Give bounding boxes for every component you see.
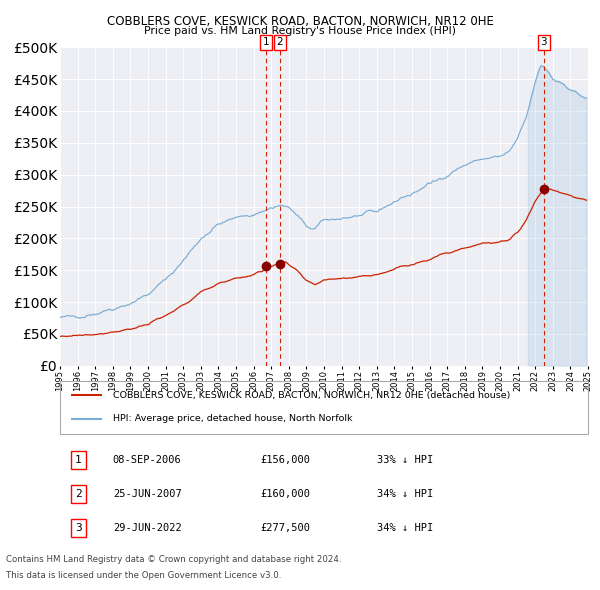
Text: 25-JUN-2007: 25-JUN-2007 [113,489,182,499]
Text: 29-JUN-2022: 29-JUN-2022 [113,523,182,533]
Text: 3: 3 [541,37,547,47]
Text: £277,500: £277,500 [260,523,311,533]
Text: £156,000: £156,000 [260,455,311,465]
Text: 08-SEP-2006: 08-SEP-2006 [113,455,182,465]
Text: 33% ↓ HPI: 33% ↓ HPI [377,455,433,465]
Text: COBBLERS COVE, KESWICK ROAD, BACTON, NORWICH, NR12 0HE: COBBLERS COVE, KESWICK ROAD, BACTON, NOR… [107,15,493,28]
Text: This data is licensed under the Open Government Licence v3.0.: This data is licensed under the Open Gov… [6,571,281,580]
Text: Price paid vs. HM Land Registry's House Price Index (HPI): Price paid vs. HM Land Registry's House … [144,26,456,36]
Text: 1: 1 [262,37,269,47]
Text: COBBLERS COVE, KESWICK ROAD, BACTON, NORWICH, NR12 0HE (detached house): COBBLERS COVE, KESWICK ROAD, BACTON, NOR… [113,391,510,400]
Text: 2: 2 [75,489,82,499]
Text: Contains HM Land Registry data © Crown copyright and database right 2024.: Contains HM Land Registry data © Crown c… [6,555,341,564]
Text: £160,000: £160,000 [260,489,311,499]
Text: 34% ↓ HPI: 34% ↓ HPI [377,523,433,533]
Text: 2: 2 [277,37,283,47]
Text: 1: 1 [75,455,82,465]
Text: HPI: Average price, detached house, North Norfolk: HPI: Average price, detached house, Nort… [113,414,352,423]
Text: 34% ↓ HPI: 34% ↓ HPI [377,489,433,499]
Text: 3: 3 [75,523,82,533]
